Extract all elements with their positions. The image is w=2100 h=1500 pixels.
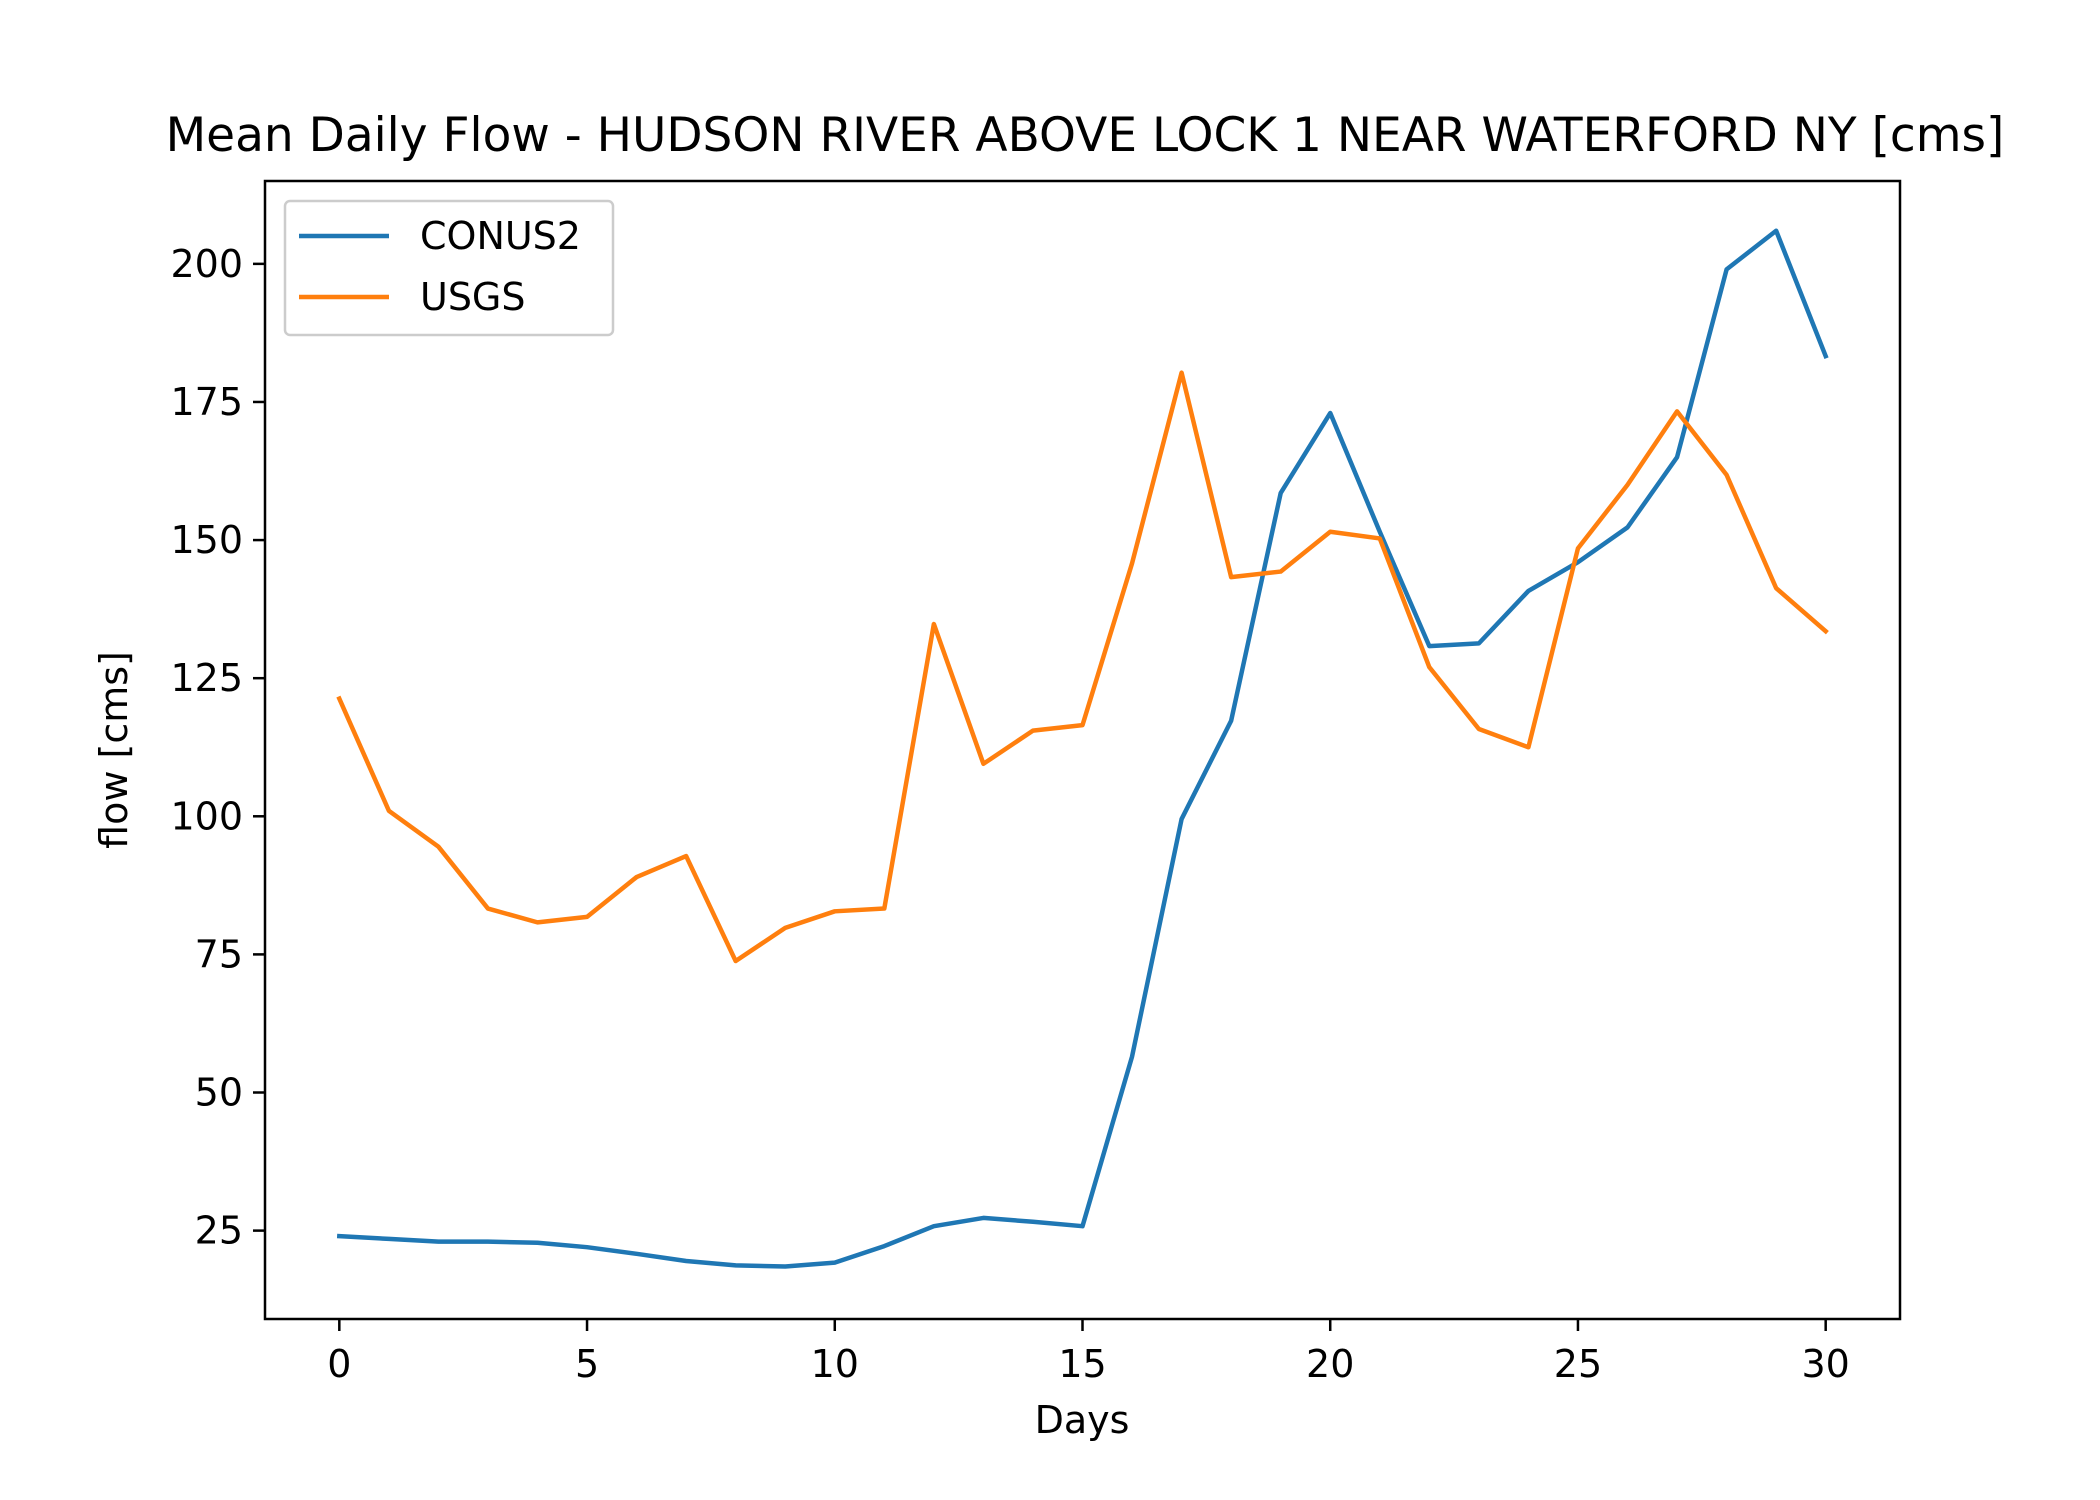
data-point-conus2 (436, 1239, 441, 1244)
data-point-usgs (337, 696, 342, 701)
data-point-usgs (931, 622, 936, 627)
data-point-usgs (1575, 546, 1580, 551)
x-tick-label: 0 (327, 1342, 351, 1386)
chart-title: Mean Daily Flow - HUDSON RIVER ABOVE LOC… (166, 108, 2005, 163)
data-point-conus2 (585, 1245, 590, 1250)
data-point-conus2 (1427, 644, 1432, 649)
data-point-usgs (1476, 727, 1481, 732)
data-point-usgs (1427, 665, 1432, 670)
data-point-usgs (981, 761, 986, 766)
x-tick-label: 25 (1554, 1342, 1602, 1386)
data-point-usgs (1328, 529, 1333, 534)
data-point-conus2 (386, 1236, 391, 1241)
data-point-conus2 (1278, 491, 1283, 496)
data-point-conus2 (1625, 525, 1630, 530)
y-axis-ticks: 25 50 75 100 125 150 175 200 (170, 242, 265, 1253)
data-point-conus2 (1476, 641, 1481, 646)
data-point-conus2 (981, 1215, 986, 1220)
data-point-usgs (1526, 745, 1531, 750)
data-point-conus2 (337, 1234, 342, 1239)
y-tick-label: 75 (195, 932, 243, 976)
data-point-usgs (585, 914, 590, 919)
data-point-conus2 (535, 1240, 540, 1245)
data-point-conus2 (1229, 718, 1234, 723)
x-axis-label: Days (1035, 1398, 1130, 1442)
data-point-conus2 (1823, 354, 1828, 359)
data-point-usgs (1130, 561, 1135, 566)
data-point-usgs (1229, 575, 1234, 580)
data-point-conus2 (931, 1224, 936, 1229)
data-point-conus2 (485, 1239, 490, 1244)
series-lines (336, 228, 1829, 1269)
data-point-usgs (485, 906, 490, 911)
data-point-conus2 (1328, 411, 1333, 416)
y-tick-label: 25 (195, 1209, 243, 1253)
data-point-usgs (634, 875, 639, 880)
y-tick-label: 50 (195, 1071, 243, 1115)
x-axis-ticks: 0 5 10 15 20 25 30 (327, 1319, 1850, 1386)
data-point-conus2 (1030, 1219, 1035, 1224)
y-tick-label: 175 (170, 380, 243, 424)
data-point-conus2 (1526, 588, 1531, 593)
data-point-usgs (1675, 409, 1680, 414)
legend: CONUS2 USGS (283, 199, 615, 337)
data-point-usgs (733, 959, 738, 964)
data-point-conus2 (1080, 1224, 1085, 1229)
data-point-usgs (684, 854, 689, 859)
data-point-conus2 (1377, 529, 1382, 534)
data-point-usgs (1724, 472, 1729, 477)
data-point-usgs (783, 925, 788, 930)
data-point-conus2 (733, 1263, 738, 1268)
data-point-usgs (1030, 728, 1035, 733)
series-line-usgs (336, 370, 1829, 964)
data-point-conus2 (1179, 817, 1184, 822)
data-point-conus2 (882, 1244, 887, 1249)
x-tick-label: 10 (811, 1342, 859, 1386)
data-point-usgs (1625, 482, 1630, 487)
data-point-conus2 (783, 1264, 788, 1269)
y-tick-label: 150 (170, 518, 243, 562)
data-point-usgs (1278, 569, 1283, 574)
data-point-usgs (1377, 536, 1382, 541)
data-point-conus2 (832, 1260, 837, 1265)
series-line-conus2 (336, 228, 1829, 1269)
data-point-usgs (1774, 586, 1779, 591)
data-point-usgs (882, 906, 887, 911)
x-tick-label: 30 (1802, 1342, 1850, 1386)
y-tick-label: 200 (170, 242, 243, 286)
data-point-conus2 (1724, 267, 1729, 272)
data-point-usgs (535, 920, 540, 925)
data-point-usgs (1823, 629, 1828, 634)
y-tick-label: 125 (170, 656, 243, 700)
legend-label-usgs: USGS (420, 275, 526, 319)
data-point-usgs (386, 808, 391, 813)
x-tick-label: 5 (575, 1342, 599, 1386)
y-axis-label: flow [cms] (92, 651, 136, 849)
data-point-usgs (832, 909, 837, 914)
data-point-conus2 (634, 1251, 639, 1256)
data-point-usgs (1080, 723, 1085, 728)
x-tick-label: 15 (1058, 1342, 1106, 1386)
data-point-conus2 (1675, 455, 1680, 460)
y-tick-label: 100 (170, 794, 243, 838)
data-point-conus2 (1774, 228, 1779, 233)
legend-label-conus2: CONUS2 (420, 214, 581, 258)
data-point-conus2 (684, 1259, 689, 1264)
data-point-usgs (436, 844, 441, 849)
data-point-conus2 (1130, 1054, 1135, 1059)
data-point-usgs (1179, 370, 1184, 375)
x-tick-label: 20 (1306, 1342, 1354, 1386)
